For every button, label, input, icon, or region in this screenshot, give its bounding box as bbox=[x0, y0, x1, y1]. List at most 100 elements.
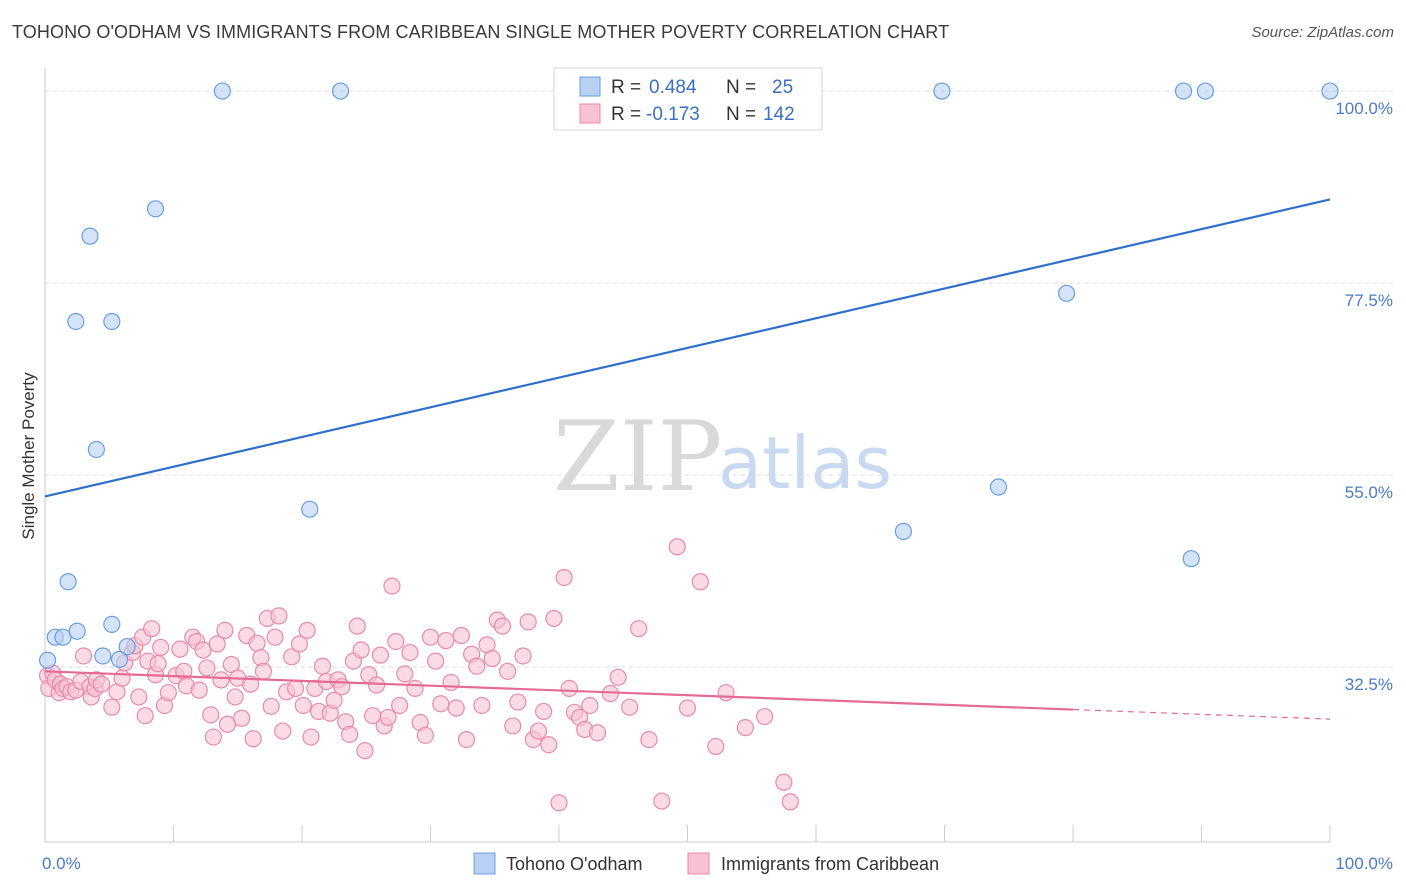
tohono-trend-line bbox=[44, 198, 1331, 498]
tohono-point bbox=[118, 637, 136, 656]
y-tick-label: 55.0% bbox=[1345, 483, 1393, 502]
caribbean-point bbox=[367, 676, 386, 694]
tohono-point bbox=[894, 522, 912, 540]
caribbean-point bbox=[668, 538, 686, 556]
legend-swatch-blue bbox=[579, 76, 601, 97]
bottom-legend-label-2: Immigrants from Caribbean bbox=[721, 854, 939, 874]
x-tick-label-min: 0.0% bbox=[42, 854, 81, 873]
chart-source: Source: ZipAtlas.com bbox=[1251, 24, 1394, 41]
caribbean-point bbox=[290, 635, 309, 653]
tohono-point bbox=[1057, 284, 1076, 302]
caribbean-point bbox=[468, 657, 486, 675]
tohono-point bbox=[103, 615, 121, 634]
caribbean-point bbox=[581, 696, 599, 715]
caribbean-point bbox=[509, 693, 527, 711]
axes-layer bbox=[44, 68, 1331, 843]
caribbean-point bbox=[545, 609, 563, 628]
caribbean-point bbox=[340, 725, 359, 744]
tohono-point bbox=[87, 440, 106, 459]
trend-layer bbox=[44, 198, 1331, 720]
caribbean-point bbox=[74, 647, 93, 665]
series-legend: Tohono O'odham Immigrants from Caribbean bbox=[473, 852, 939, 875]
caribbean-point bbox=[401, 643, 419, 662]
tohono-point bbox=[1182, 550, 1200, 568]
caribbean-point bbox=[387, 632, 405, 651]
caribbean-point bbox=[159, 684, 177, 702]
caribbean-point bbox=[707, 737, 725, 756]
caribbean-point bbox=[92, 675, 111, 693]
caribbean-point bbox=[736, 719, 754, 737]
tohono-point bbox=[213, 82, 231, 100]
caribbean-trend-extension bbox=[1072, 708, 1331, 720]
caribbean-point bbox=[294, 696, 312, 715]
caribbean-point bbox=[136, 707, 154, 725]
caribbean-point bbox=[313, 657, 332, 675]
correlation-legend: R = 0.484 N = 25 R = -0.173 N = 142 bbox=[553, 67, 823, 131]
tohono-point bbox=[933, 82, 951, 100]
caribbean-point bbox=[298, 621, 316, 639]
caribbean-point bbox=[514, 647, 532, 665]
tohono-point bbox=[81, 227, 99, 245]
caribbean-trend-line bbox=[44, 670, 1074, 711]
caribbean-point bbox=[371, 646, 389, 664]
caribbean-point bbox=[588, 724, 607, 742]
caribbean-point bbox=[483, 649, 501, 668]
caribbean-point bbox=[519, 613, 537, 631]
legend-n-label-1: N = bbox=[726, 77, 756, 98]
caribbean-point bbox=[447, 699, 465, 717]
caribbean-point bbox=[216, 621, 234, 639]
caribbean-point bbox=[266, 628, 284, 646]
legend-swatch-pink bbox=[579, 103, 601, 124]
bottom-legend-swatch-blue bbox=[473, 852, 496, 875]
tohono-point bbox=[1174, 82, 1193, 100]
caribbean-point bbox=[630, 620, 648, 638]
legend-r-value-1: 0.484 bbox=[649, 77, 697, 98]
caribbean-point bbox=[406, 679, 424, 698]
tohono-point bbox=[146, 200, 165, 218]
caribbean-point bbox=[499, 662, 517, 680]
caribbean-point bbox=[113, 669, 131, 687]
y-tick-label: 77.5% bbox=[1345, 291, 1393, 310]
caribbean-point bbox=[396, 665, 414, 683]
watermark: ZIP atlas bbox=[553, 401, 892, 513]
caribbean-point bbox=[540, 736, 558, 754]
caribbean-point bbox=[171, 640, 189, 658]
caribbean-point bbox=[473, 696, 491, 715]
caribbean-point bbox=[432, 695, 450, 713]
y-axis-title: Single Mother Poverty bbox=[19, 372, 38, 540]
caribbean-point bbox=[504, 717, 522, 735]
caribbean-point bbox=[775, 773, 793, 791]
caribbean-point bbox=[212, 671, 230, 689]
chart-title: TOHONO O'ODHAM VS IMMIGRANTS FROM CARIBB… bbox=[12, 22, 950, 42]
caribbean-point bbox=[325, 691, 343, 709]
caribbean-point bbox=[202, 706, 220, 724]
tohono-point bbox=[110, 650, 129, 668]
caribbean-point bbox=[152, 638, 170, 657]
caribbean-point bbox=[781, 793, 799, 811]
caribbean-point bbox=[437, 632, 455, 650]
caribbean-point bbox=[348, 617, 366, 635]
points-layer bbox=[38, 82, 1339, 812]
caribbean-point bbox=[416, 726, 434, 744]
caribbean-point bbox=[550, 794, 568, 812]
caribbean-point bbox=[270, 607, 288, 625]
tohono-point bbox=[989, 478, 1008, 496]
caribbean-point bbox=[717, 684, 735, 702]
caribbean-point bbox=[208, 635, 226, 653]
caribbean-point bbox=[452, 626, 470, 645]
caribbean-point bbox=[640, 730, 658, 749]
y-tick-label: 32.5% bbox=[1345, 675, 1393, 694]
caribbean-point bbox=[244, 730, 262, 748]
caribbean-point bbox=[254, 662, 273, 680]
y-tick-label: 100.0% bbox=[1335, 99, 1393, 118]
caribbean-point bbox=[233, 709, 251, 727]
tohono-point bbox=[301, 500, 319, 518]
watermark-atlas: atlas bbox=[718, 421, 892, 505]
caribbean-point bbox=[226, 688, 244, 706]
x-tick-label-max: 100.0% bbox=[1335, 854, 1393, 873]
tohono-point bbox=[1321, 82, 1339, 100]
caribbean-point bbox=[286, 679, 305, 698]
tohono-point bbox=[94, 647, 112, 665]
caribbean-point bbox=[130, 688, 148, 706]
